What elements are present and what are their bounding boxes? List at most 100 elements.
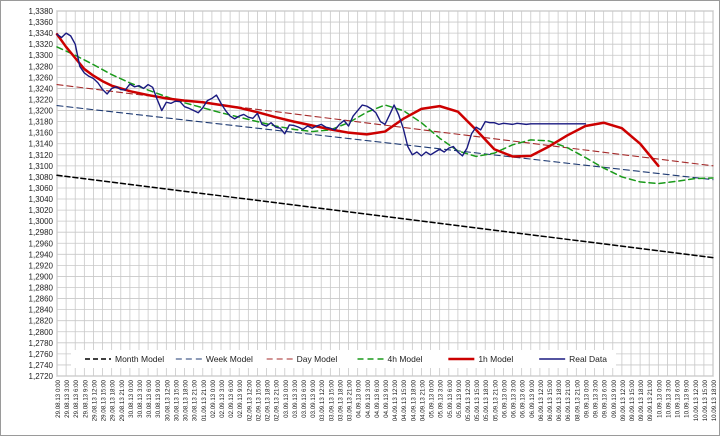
x-tick-label: 09.09.13 12:00 <box>620 379 627 421</box>
y-tick-label: 1,2940 <box>29 250 54 259</box>
x-tick-label: 01.09.13 21:00 <box>201 379 208 421</box>
x-tick-label: 04.09.13 6:00 <box>374 379 381 417</box>
x-tick-label: 05.09.13 3:00 <box>438 379 445 417</box>
legend: Month Model Week Model Day Model 4h Model 1h… <box>71 350 616 368</box>
y-tick-label: 1,3240 <box>29 84 54 93</box>
y-tick-label: 1,3120 <box>29 151 54 160</box>
x-tick-label: 30.08.13 18:00 <box>183 379 190 421</box>
x-tick-label: 10.09.13 12:00 <box>693 379 700 421</box>
y-tick-label: 1,2780 <box>29 339 54 348</box>
y-tick-label: 1,3000 <box>29 217 54 226</box>
series-line-month-model <box>56 174 714 259</box>
x-tick-label: 29.08.13 18:00 <box>110 379 117 421</box>
x-tick-label: 08.09.13 21:00 <box>574 379 581 421</box>
y-tick-label: 1,2800 <box>29 328 54 337</box>
y-tick-label: 1,2840 <box>29 306 54 315</box>
x-tick-label: 04.09.13 15:00 <box>401 379 408 421</box>
x-tick-label: 03.09.13 15:00 <box>328 379 335 421</box>
x-tick-label: 30.08.13 21:00 <box>192 379 199 421</box>
x-tick-label: 03.09.13 0:00 <box>283 379 290 417</box>
x-tick-label: 05.09.13 6:00 <box>447 379 454 417</box>
y-tick-label: 1,2980 <box>29 228 54 237</box>
x-tick-label: 02.09.13 15:00 <box>255 379 262 421</box>
legend-label: 4h Model <box>388 354 423 364</box>
x-tick-label: 03.09.13 9:00 <box>310 379 317 417</box>
series-line-1h-model <box>55 32 660 168</box>
y-tick-label: 1,2860 <box>29 295 54 304</box>
x-tick-label: 05.09.13 21:00 <box>492 379 499 421</box>
legend-label: Real Data <box>569 354 607 364</box>
y-tick-label: 1,2740 <box>29 361 54 370</box>
y-tick-label: 1,3040 <box>29 195 54 204</box>
y-tick-label: 1,3380 <box>29 7 54 16</box>
y-tick-label: 1,3340 <box>29 29 54 38</box>
x-tick-label: 30.08.13 3:00 <box>137 379 144 417</box>
x-tick-label: 03.09.13 6:00 <box>301 379 308 417</box>
series-layer <box>55 32 714 259</box>
x-tick-label: 02.09.13 0:00 <box>210 379 217 417</box>
x-tick-label: 02.09.13 12:00 <box>246 379 253 421</box>
series-line-real-data <box>56 32 587 157</box>
x-tick-label: 30.08.13 6:00 <box>146 379 153 417</box>
x-tick-label: 06.09.13 15:00 <box>547 379 554 421</box>
x-tick-label: 05.09.13 12:00 <box>465 379 472 421</box>
x-tick-label: 04.09.13 12:00 <box>392 379 399 421</box>
x-tick-label: 29.08.13 12:00 <box>91 379 98 421</box>
y-tick-label: 1,3300 <box>29 51 54 60</box>
y-tick-label: 1,3020 <box>29 206 54 215</box>
x-tick-label: 03.09.13 18:00 <box>337 379 344 421</box>
x-tick-label: 10.09.13 9:00 <box>684 379 691 417</box>
x-tick-label: 09.09.13 0:00 <box>583 379 590 417</box>
y-tick-label: 1,3060 <box>29 184 54 193</box>
gridlines <box>56 10 714 377</box>
x-tick-label: 09.09.13 18:00 <box>638 379 645 421</box>
x-tick-label: 06.09.13 6:00 <box>520 379 527 417</box>
x-tick-label: 10.09.13 15:00 <box>702 379 709 421</box>
legend-label: Month Model <box>115 354 164 364</box>
x-tick-label: 02.09.13 18:00 <box>265 379 272 421</box>
x-tick-label: 02.09.13 9:00 <box>237 379 244 417</box>
x-tick-label: 04.09.13 21:00 <box>419 379 426 421</box>
x-tick-label: 05.09.13 9:00 <box>456 379 463 417</box>
x-tick-label: 30.08.13 15:00 <box>173 379 180 421</box>
x-tick-label: 30.08.13 0:00 <box>128 379 135 417</box>
x-tick-label: 09.09.13 21:00 <box>647 379 654 421</box>
x-tick-label: 06.09.13 21:00 <box>565 379 572 421</box>
x-tick-label: 10.09.13 6:00 <box>675 379 682 417</box>
y-tick-label: 1,2900 <box>29 272 54 281</box>
y-tick-label: 1,2880 <box>29 284 54 293</box>
x-tick-label: 10.09.13 3:00 <box>665 379 672 417</box>
y-tick-label: 1,3080 <box>29 173 54 182</box>
series-line-4h-model <box>56 46 714 185</box>
x-tick-label: 29.08.13 3:00 <box>64 379 71 417</box>
x-tick-label: 03.09.13 3:00 <box>292 379 299 417</box>
x-tick-label: 02.09.13 6:00 <box>228 379 235 417</box>
x-tick-label: 09.09.13 3:00 <box>593 379 600 417</box>
y-tick-label: 1,3100 <box>29 162 54 171</box>
x-tick-label: 03.09.13 21:00 <box>347 379 354 421</box>
x-tick-label: 10.09.13 18:00 <box>711 379 718 421</box>
y-tick-label: 1,3280 <box>29 62 54 71</box>
legend-label: Week Model <box>206 354 253 364</box>
x-tick-label: 05.09.13 18:00 <box>483 379 490 421</box>
x-tick-label: 02.09.13 3:00 <box>219 379 226 417</box>
x-tick-label: 30.08.13 9:00 <box>155 379 162 417</box>
y-axis: 1,2720 1,2740 1,2760 1,2780 1,2800 1,2820 1,28… <box>29 7 54 381</box>
x-tick-label: 30.08.13 12:00 <box>164 379 171 421</box>
y-tick-label: 1,3260 <box>29 73 54 82</box>
y-tick-label: 1,3180 <box>29 118 54 127</box>
x-tick-label: 04.09.13 0:00 <box>356 379 363 417</box>
x-tick-label: 06.09.13 12:00 <box>538 379 545 421</box>
x-tick-label: 05.09.13 15:00 <box>474 379 481 421</box>
y-tick-label: 1,3320 <box>29 40 54 49</box>
x-tick-label: 04.09.13 18:00 <box>410 379 417 421</box>
legend-label: Day Model <box>297 354 338 364</box>
x-tick-label: 06.09.13 18:00 <box>556 379 563 421</box>
x-tick-label: 06.09.13 0:00 <box>501 379 508 417</box>
x-tick-label: 09.09.13 6:00 <box>602 379 609 417</box>
legend-label: 1h Model <box>478 354 513 364</box>
y-tick-label: 1,3200 <box>29 107 54 116</box>
x-tick-label: 29.08.13 0:00 <box>55 379 62 417</box>
